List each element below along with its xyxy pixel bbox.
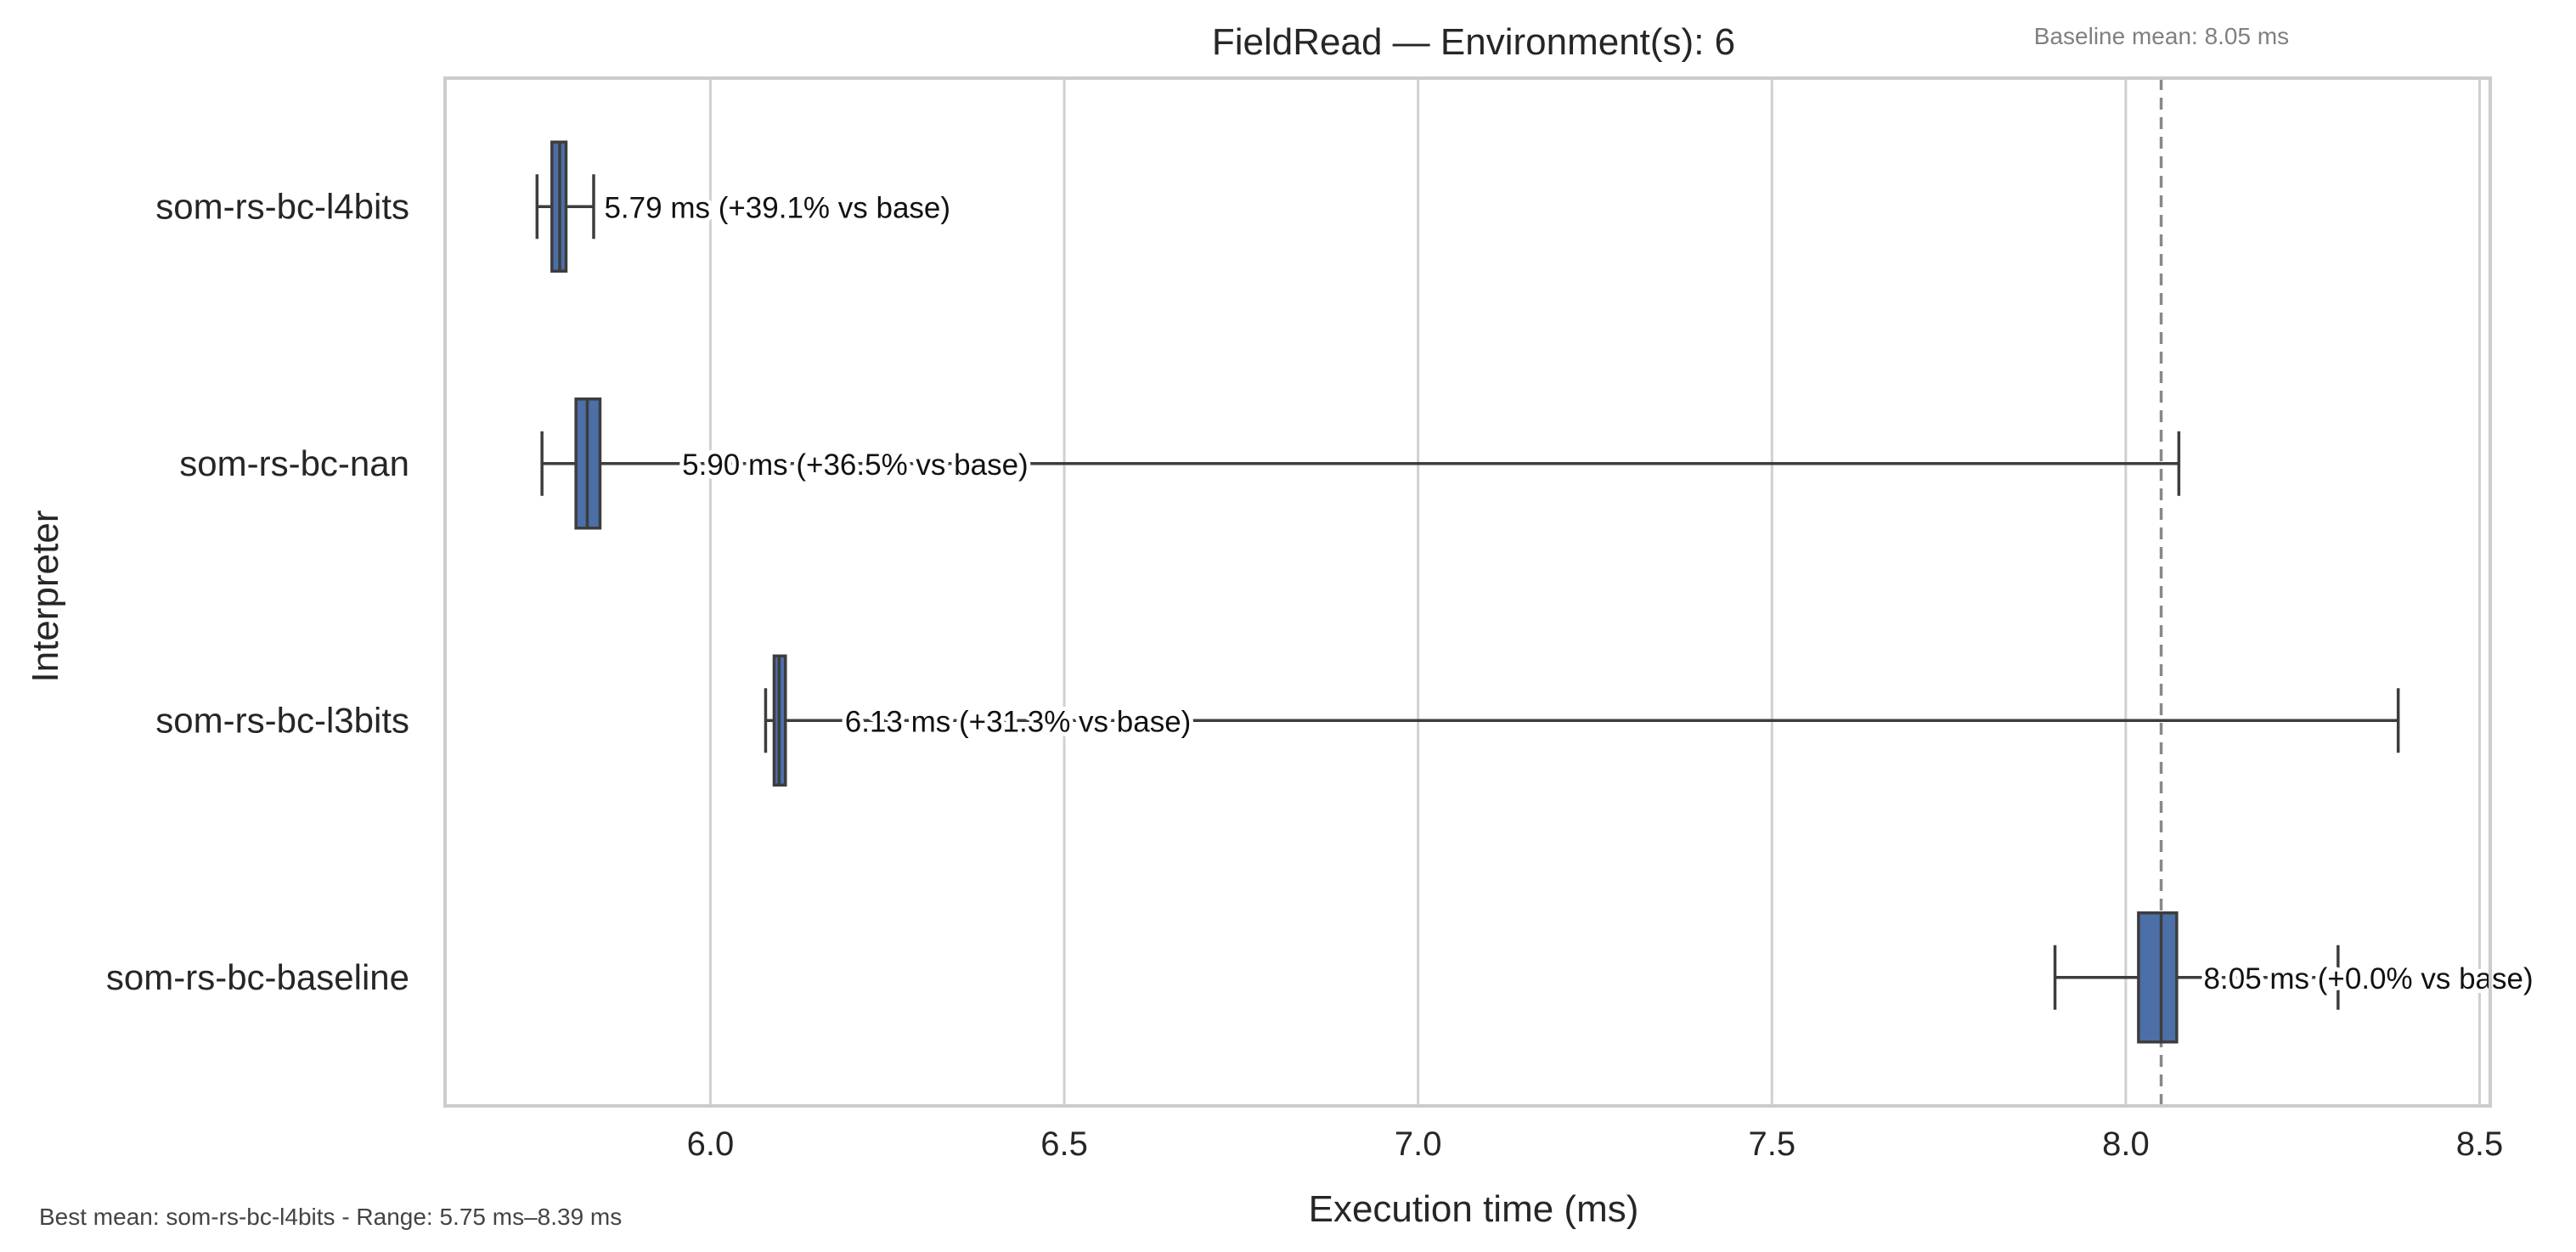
x-tick-labels: 6.0 6.5 7.0 7.5 8.0 8.5 bbox=[687, 1125, 2504, 1163]
y-axis-label: Interpreter bbox=[25, 510, 66, 683]
box-series bbox=[535, 140, 2400, 1044]
grid-lines bbox=[708, 78, 2482, 1106]
y-tick-label: som-rs-bc-l3bits bbox=[155, 700, 409, 740]
y-tick-label: som-rs-bc-l4bits bbox=[155, 186, 409, 226]
y-tick-labels: som-rs-bc-l4bits som-rs-bc-nan som-rs-bc-l… bbox=[106, 186, 409, 997]
mean-label: 5.79 ms (+39.1% vs base) bbox=[604, 191, 950, 224]
x-axis-label: Execution time (ms) bbox=[1309, 1188, 1639, 1230]
x-tick-label: 6.5 bbox=[1040, 1125, 1088, 1163]
x-tick-label: 7.0 bbox=[1395, 1125, 1442, 1163]
box-som-rs-bc-l4bits bbox=[535, 140, 595, 273]
footer-note: Best mean: som-rs-bc-l4bits - Range: 5.7… bbox=[39, 1204, 622, 1230]
x-tick-label: 8.0 bbox=[2102, 1125, 2150, 1163]
box-som-rs-bc-baseline bbox=[2053, 911, 2340, 1044]
x-tick-label: 7.5 bbox=[1748, 1125, 1795, 1163]
x-tick-label: 6.0 bbox=[687, 1125, 735, 1163]
mean-label: 6.13 ms (+31.3% vs base) bbox=[845, 705, 1192, 738]
box-som-rs-bc-l3bits bbox=[764, 654, 2400, 787]
x-tick-label: 8.5 bbox=[2456, 1125, 2504, 1163]
y-tick-label: som-rs-bc-nan bbox=[179, 443, 409, 483]
data-labels: 5.79 ms (+39.1% vs base) 5.90 ms (+36.5% … bbox=[600, 187, 2537, 1000]
mean-label: 5.90 ms (+36.5% vs base) bbox=[682, 448, 1029, 482]
chart-title: FieldRead — Environment(s): 6 bbox=[1212, 21, 1735, 63]
baseline-note: Baseline mean: 8.05 ms bbox=[2034, 23, 2289, 49]
box-iqr bbox=[2137, 911, 2179, 1044]
mean-label: 8.05 ms (+0.0% vs base) bbox=[2204, 962, 2534, 995]
plot-frame bbox=[443, 76, 2492, 1108]
y-tick-label: som-rs-bc-baseline bbox=[106, 957, 409, 997]
box-som-rs-bc-nan bbox=[540, 398, 2181, 530]
